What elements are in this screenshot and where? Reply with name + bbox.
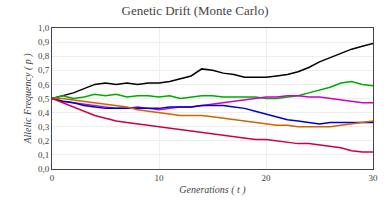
svg-text:30: 30 — [369, 173, 379, 183]
svg-text:0,8: 0,8 — [38, 51, 50, 61]
svg-text:0,5: 0,5 — [38, 94, 50, 104]
svg-text:0,9: 0,9 — [38, 37, 50, 47]
svg-text:0,1: 0,1 — [38, 150, 49, 160]
svg-text:0,3: 0,3 — [38, 122, 50, 132]
svg-text:0,0: 0,0 — [38, 164, 50, 174]
svg-text:0,4: 0,4 — [38, 108, 50, 118]
svg-text:1,0: 1,0 — [38, 23, 50, 33]
svg-text:Allelic Frequency ( p ): Allelic Frequency ( p ) — [22, 53, 34, 145]
svg-text:0,6: 0,6 — [38, 80, 50, 90]
svg-text:0,2: 0,2 — [38, 136, 49, 146]
svg-text:Genetic Drift (Monte Carlo): Genetic Drift (Monte Carlo) — [122, 3, 269, 18]
svg-text:0: 0 — [50, 173, 55, 183]
svg-text:10: 10 — [155, 173, 165, 183]
svg-text:0,7: 0,7 — [38, 65, 50, 75]
svg-text:Generations ( t ): Generations ( t ) — [179, 184, 246, 196]
svg-text:20: 20 — [262, 173, 272, 183]
